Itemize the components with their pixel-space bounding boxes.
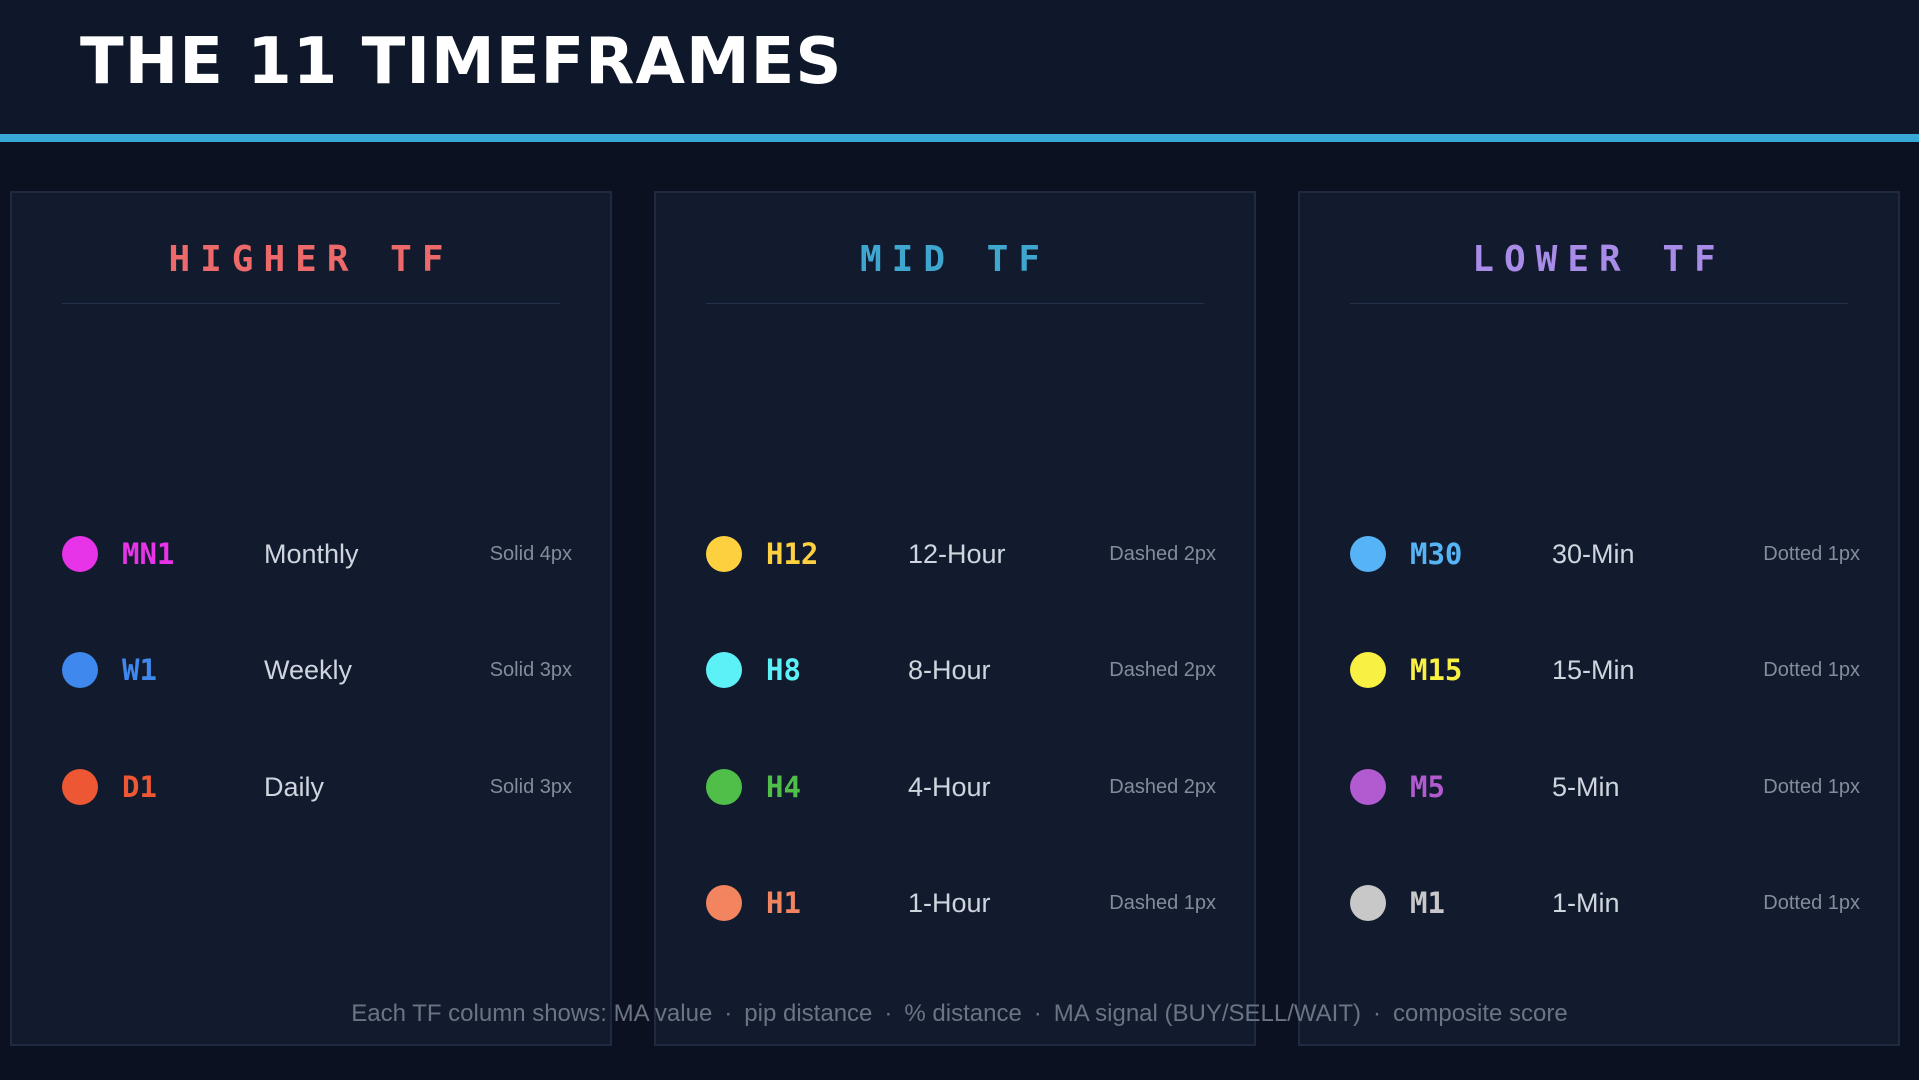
timeframe-name: Weekly xyxy=(264,655,353,685)
timeframe-code: H8 xyxy=(766,653,801,687)
panel-title-higher-tf: HIGHER TF xyxy=(168,239,454,280)
timeframe-list: M30 30-Min Dotted 1px M15 15-Min Dotted … xyxy=(1300,193,1898,1044)
color-dot-icon xyxy=(706,885,742,921)
panel-title-lower-tf: LOWER TF xyxy=(1472,239,1726,280)
footer-separator: · xyxy=(1373,1000,1381,1027)
timeframe-row-d1: D1 Daily Solid 3px xyxy=(62,757,572,817)
line-style-label: Dotted 1px xyxy=(1763,892,1860,914)
panel-divider xyxy=(1350,303,1848,304)
timeframe-row-h12: H12 12-Hour Dashed 2px xyxy=(706,524,1216,584)
footer-separator: · xyxy=(1033,1000,1042,1027)
color-dot-icon xyxy=(1350,885,1386,921)
timeframe-code: M15 xyxy=(1410,653,1463,687)
footer-separator: · xyxy=(884,1000,893,1027)
accent-divider xyxy=(0,134,1919,142)
timeframe-name: 1-Min xyxy=(1552,888,1620,918)
footer-part: pip distance xyxy=(744,1000,873,1027)
timeframe-name: 8-Hour xyxy=(908,655,991,685)
timeframe-code: M1 xyxy=(1410,886,1445,920)
timeframe-row-m30: M30 30-Min Dotted 1px xyxy=(1350,524,1860,584)
timeframe-row-w1: W1 Weekly Solid 3px xyxy=(62,640,572,700)
line-style-label: Dotted 1px xyxy=(1763,776,1860,798)
line-style-label: Dashed 2px xyxy=(1109,659,1216,681)
color-dot-icon xyxy=(1350,652,1386,688)
timeframe-row-h1: H1 1-Hour Dashed 1px xyxy=(706,873,1216,933)
timeframe-name: Daily xyxy=(264,772,325,802)
timeframe-list: H12 12-Hour Dashed 2px H8 8-Hour Dashed … xyxy=(656,193,1254,1044)
color-dot-icon xyxy=(62,652,98,688)
timeframe-code: MN1 xyxy=(122,537,175,571)
color-dot-icon xyxy=(62,536,98,572)
timeframe-list: MN1 Monthly Solid 4px W1 Weekly Solid 3p… xyxy=(12,193,610,1044)
color-dot-icon xyxy=(62,769,98,805)
timeframe-row-mn1: MN1 Monthly Solid 4px xyxy=(62,524,572,584)
line-style-label: Solid 3px xyxy=(489,659,572,681)
line-style-label: Dotted 1px xyxy=(1763,543,1860,565)
timeframe-code: M30 xyxy=(1410,537,1463,571)
timeframe-name: 15-Min xyxy=(1552,655,1635,685)
panel-title-mid-tf: MID TF xyxy=(859,239,1051,280)
color-dot-icon xyxy=(706,769,742,805)
timeframe-name: 5-Min xyxy=(1552,772,1620,802)
timeframe-code: H12 xyxy=(766,537,819,571)
timeframe-code: H4 xyxy=(766,770,801,804)
panel-lower-tf: LOWER TF M30 30-Min Dotted 1px M15 15-Mi… xyxy=(1298,191,1900,1046)
footer-part: Each TF column shows: MA value xyxy=(351,1000,713,1027)
timeframe-name: 1-Hour xyxy=(908,888,991,918)
timeframe-row-h8: H8 8-Hour Dashed 2px xyxy=(706,640,1216,700)
panel-divider xyxy=(62,303,560,304)
timeframe-row-m15: M15 15-Min Dotted 1px xyxy=(1350,640,1860,700)
timeframe-code: H1 xyxy=(766,886,801,920)
timeframe-code: M5 xyxy=(1410,770,1445,804)
timeframe-code: W1 xyxy=(122,653,157,687)
footer-part: MA signal (BUY/SELL/WAIT) xyxy=(1053,1000,1361,1027)
line-style-label: Dashed 1px xyxy=(1109,892,1216,914)
panel-divider xyxy=(706,303,1204,304)
timeframe-code: D1 xyxy=(122,770,157,804)
timeframe-name: 30-Min xyxy=(1552,539,1635,569)
panel-higher-tf: HIGHER TF MN1 Monthly Solid 4px W1 Weekl… xyxy=(10,191,612,1046)
color-dot-icon xyxy=(1350,536,1386,572)
line-style-label: Dashed 2px xyxy=(1109,776,1216,798)
color-dot-icon xyxy=(706,652,742,688)
timeframe-name: Monthly xyxy=(264,539,359,569)
color-dot-icon xyxy=(1350,769,1386,805)
line-style-label: Solid 3px xyxy=(489,776,572,798)
footer-separator: · xyxy=(724,1000,733,1027)
line-style-label: Solid 4px xyxy=(489,543,572,565)
page-title: THE 11 TIMEFRAMES xyxy=(80,25,843,99)
header-bar: THE 11 TIMEFRAMES xyxy=(0,0,1919,134)
timeframe-row-m1: M1 1-Min Dotted 1px xyxy=(1350,873,1860,933)
color-dot-icon xyxy=(706,536,742,572)
timeframe-row-m5: M5 5-Min Dotted 1px xyxy=(1350,757,1860,817)
panel-mid-tf: MID TF H12 12-Hour Dashed 2px H8 8-Hour … xyxy=(654,191,1256,1046)
timeframe-name: 4-Hour xyxy=(908,772,991,802)
footer-part: composite score xyxy=(1393,1000,1568,1027)
footer-part: % distance xyxy=(904,1000,1022,1027)
footer-note: Each TF column shows: MA value · pip dista… xyxy=(0,994,1919,1034)
line-style-label: Dotted 1px xyxy=(1763,659,1860,681)
timeframe-name: 12-Hour xyxy=(908,539,1006,569)
timeframe-row-h4: H4 4-Hour Dashed 2px xyxy=(706,757,1216,817)
line-style-label: Dashed 2px xyxy=(1109,543,1216,565)
